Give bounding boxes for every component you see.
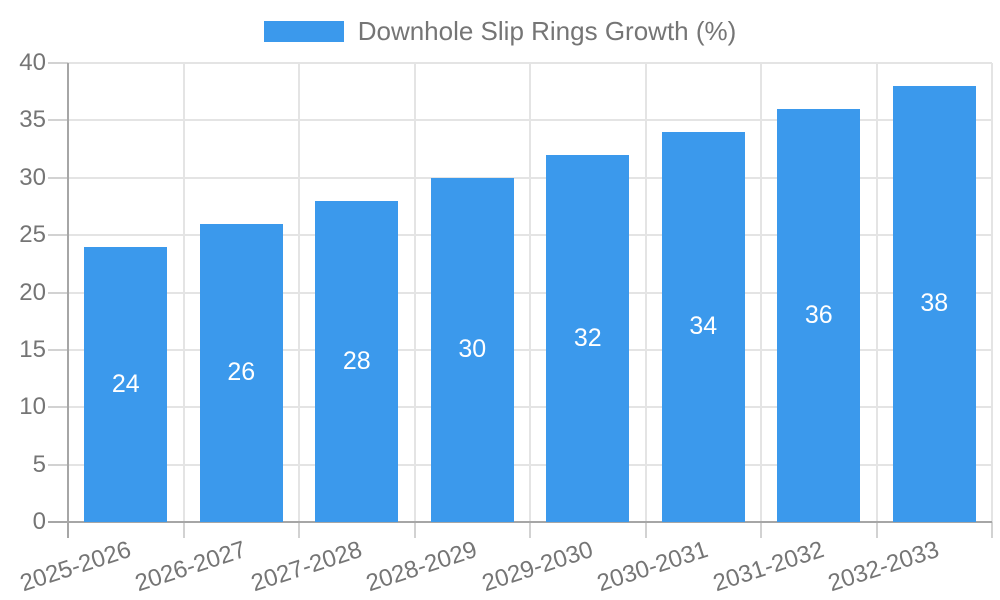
y-axis-tick-label: 30 xyxy=(19,163,46,191)
y-axis-tick-label: 10 xyxy=(19,393,46,421)
x-tick xyxy=(182,522,185,538)
x-tick xyxy=(875,522,878,538)
bar[interactable]: 32 xyxy=(546,154,630,522)
bar-value-label: 34 xyxy=(689,312,718,341)
y-axis-tick-label: 5 xyxy=(32,450,46,478)
x-gridline xyxy=(182,63,185,522)
y-tick xyxy=(48,348,68,351)
y-axis-tick-label: 0 xyxy=(32,508,46,535)
y-tick xyxy=(48,234,68,237)
y-tick xyxy=(48,119,68,122)
x-gridline xyxy=(875,63,878,522)
bar[interactable]: 38 xyxy=(892,85,976,522)
bar[interactable]: 26 xyxy=(199,223,283,522)
y-tick xyxy=(48,291,68,294)
x-tick xyxy=(991,522,993,538)
y-axis-tick-label: 25 xyxy=(19,221,46,249)
bar-value-label: 38 xyxy=(920,289,949,318)
bar[interactable]: 36 xyxy=(777,108,861,522)
x-tick xyxy=(760,522,762,538)
x-gridline xyxy=(529,63,531,522)
bar-value-label: 32 xyxy=(573,323,602,352)
y-tick xyxy=(48,406,68,409)
y-axis-line xyxy=(67,63,69,538)
x-gridline xyxy=(760,63,762,522)
bar-value-label: 36 xyxy=(804,300,833,329)
x-gridline xyxy=(991,63,993,522)
plot-area: 0 5 10 15 20 25 30 35 40 24 2025-2026 26 2026-2027 28… xyxy=(17,49,993,597)
bar-value-label: 30 xyxy=(458,335,487,364)
y-axis-tick-label: 20 xyxy=(19,278,46,306)
bar[interactable]: 34 xyxy=(661,131,745,522)
legend-swatch xyxy=(263,21,344,42)
y-axis-tick-label: 35 xyxy=(19,106,46,134)
x-tick xyxy=(413,522,416,538)
x-gridline xyxy=(644,63,647,522)
y-tick xyxy=(48,176,68,179)
bar-value-label: 24 xyxy=(111,369,140,398)
y-tick xyxy=(48,62,68,64)
bar[interactable]: 30 xyxy=(430,177,514,522)
bar-value-label: 28 xyxy=(342,346,371,375)
x-axis-line xyxy=(48,521,992,523)
x-tick xyxy=(644,522,647,538)
bar[interactable]: 28 xyxy=(315,200,399,522)
y-axis-tick-label: 15 xyxy=(19,335,46,363)
x-gridline xyxy=(413,63,416,522)
y-tick xyxy=(48,463,68,466)
legend-label: Downhole Slip Rings Growth (%) xyxy=(357,16,737,46)
x-tick xyxy=(298,522,300,538)
x-tick xyxy=(529,522,531,538)
chart-legend[interactable]: Downhole Slip Rings Growth (%) xyxy=(0,16,1000,47)
x-gridline xyxy=(298,63,300,522)
y-axis-tick-label: 40 xyxy=(19,49,46,76)
bar[interactable]: 24 xyxy=(84,246,168,522)
bar-value-label: 26 xyxy=(227,358,256,387)
